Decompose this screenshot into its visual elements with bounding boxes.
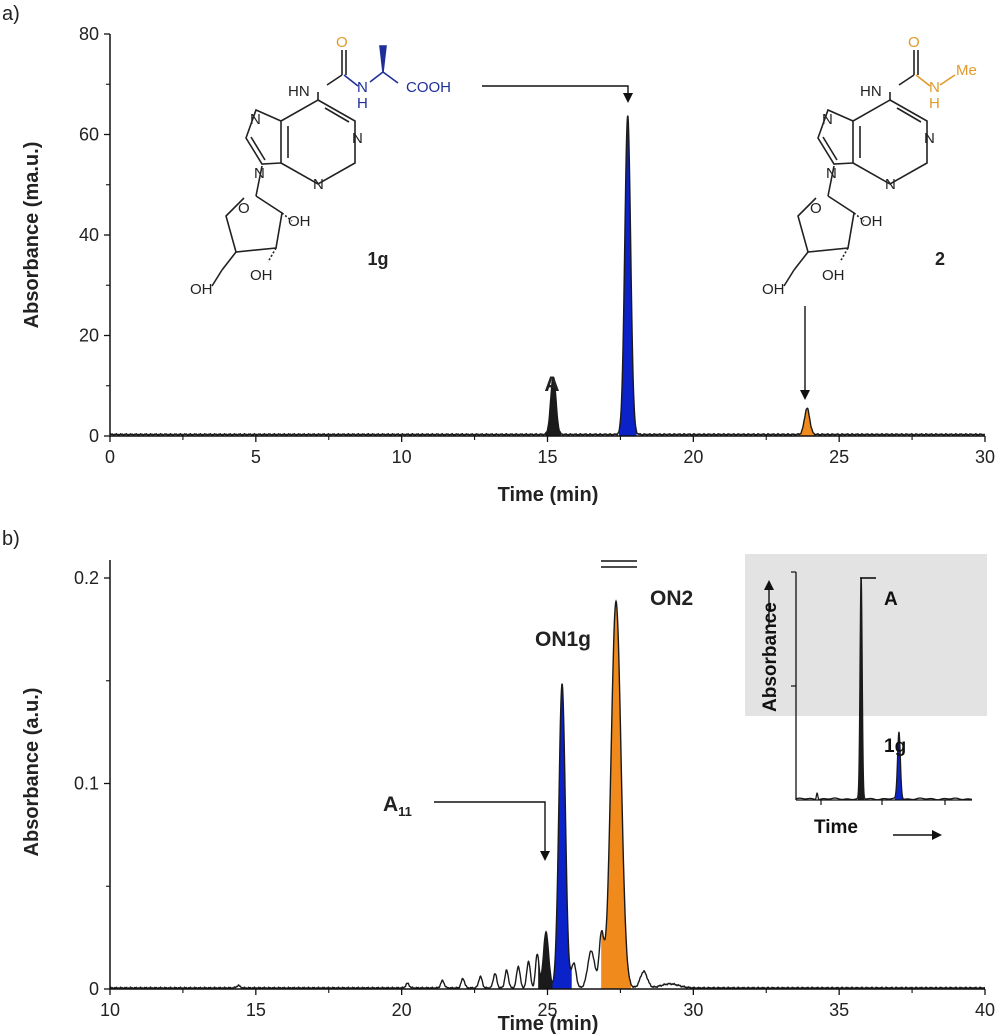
- panel-b-y-tick-label: 0: [89, 979, 99, 999]
- panel-b: b) 10 15 20 25 30 35 40 0 0.1 0.2 Time (min) Abso…: [2, 528, 995, 1035]
- panel-b-peak-label-ON2: ON2: [650, 587, 693, 610]
- panel-b-x-axis-title: Time (min): [498, 1013, 599, 1035]
- panel-b-x-tick-label: 10: [100, 1000, 120, 1020]
- structure-1g-h: H: [357, 95, 368, 112]
- structure-1g-oh-2: OH: [288, 213, 311, 230]
- inset-trace: [795, 577, 973, 801]
- a11-subscript: 11: [398, 804, 412, 819]
- structure-2-n-ring-1: N: [924, 130, 935, 147]
- panel-a-x-tick-label: 15: [537, 447, 557, 467]
- panel-a-y-tick-label: 80: [79, 24, 99, 44]
- panel-a-x-tick-label: 5: [251, 447, 261, 467]
- structure-2-oh-2: OH: [860, 213, 883, 230]
- structure-2-ring-o: O: [810, 200, 822, 217]
- inset-y-axis-title: Absorbance: [760, 602, 781, 712]
- structure-2-n-ring-3: N: [822, 111, 833, 128]
- panel-b-y-axis-title: Absorbance (a.u.): [21, 688, 43, 857]
- panel-a-x-tick-label: 25: [829, 447, 849, 467]
- structure-2: [783, 50, 956, 287]
- arrow-A11-to-peak: [434, 801, 550, 861]
- panel-b-peak-label-ON1g: ON1g: [535, 628, 591, 651]
- panel-a-ticks: 0 5 10 15 20 25 30 0 20 40 60 80: [79, 24, 995, 467]
- panel-a-x-axis-title: Time (min): [498, 484, 599, 506]
- structure-1g-hn: HN: [288, 83, 310, 100]
- structure-2-me: Me: [956, 62, 977, 79]
- inset-peak-label-A: A: [884, 589, 898, 610]
- panel-b-x-tick-label: 40: [975, 1000, 995, 1020]
- panel-b-x-tick-label: 35: [829, 1000, 849, 1020]
- structure-2-n-ring-4: N: [826, 165, 837, 182]
- panel-a-trace: [109, 115, 986, 437]
- panel-b-ticks: 10 15 20 25 30 35 40 0 0.1 0.2: [74, 568, 995, 1020]
- panel-b-y-tick-label: 0.2: [74, 568, 99, 588]
- arrow-1g-to-peak: [482, 85, 633, 103]
- panel-a-peak-label-A: A: [544, 373, 559, 396]
- panel-a-peaks: [545, 115, 815, 436]
- inset-chart: A 1g Time Absorbance: [745, 554, 987, 840]
- structure-2-h: H: [929, 95, 940, 112]
- structure-1g-n: N: [357, 79, 368, 96]
- panel-b-peak-fill-ON2: [601, 601, 631, 989]
- panel-b-label: b): [2, 528, 20, 550]
- panel-a-x-tick-label: 10: [392, 447, 412, 467]
- inset-background: [745, 554, 987, 716]
- compound-label-1g: 1g: [367, 249, 388, 269]
- panel-a-y-tick-label: 40: [79, 225, 99, 245]
- structure-1g-pyrimidine-ring: [280, 99, 356, 185]
- structure-1g-imidazole-ring: [245, 108, 282, 165]
- panel-b-y-tick-label: 0.1: [74, 774, 99, 794]
- structure-2-carbonyl-o: O: [908, 34, 920, 51]
- panel-a: a) 0 5 10 15 20 25 30 0 20 40 60 80 Time (min) Abso…: [2, 3, 995, 506]
- panel-a-x-tick-label: 0: [105, 447, 115, 467]
- structure-1g-n-ring-4: N: [254, 165, 265, 182]
- panel-a-label: a): [2, 3, 20, 25]
- structure-2-n: N: [929, 79, 940, 96]
- panel-a-x-tick-label: 30: [975, 447, 995, 467]
- structure-2-hn: HN: [860, 83, 882, 100]
- structure-2-n-ring-2: N: [885, 176, 896, 193]
- panel-a-y-axis-title: Absorbance (ma.u.): [21, 142, 43, 329]
- a11-base: A: [383, 793, 398, 816]
- structure-1g-oh-3: OH: [250, 267, 273, 284]
- structure-1g-oh-5: OH: [190, 281, 213, 298]
- structure-2-oh-5: OH: [762, 281, 785, 298]
- structure-2-oh-3: OH: [822, 267, 845, 284]
- panel-a-y-tick-label: 20: [79, 326, 99, 346]
- inset-peak-label-1g: 1g: [884, 736, 906, 757]
- panel-b-x-tick-label: 30: [683, 1000, 703, 1020]
- inset-x-axis-title: Time: [814, 817, 858, 838]
- structure-2-labels: HN O N H Me N N N N O OH OH OH 2: [762, 34, 977, 298]
- panel-b-x-tick-label: 15: [246, 1000, 266, 1020]
- compound-label-2: 2: [935, 249, 945, 269]
- panel-a-y-tick-label: 60: [79, 125, 99, 145]
- panel-a-x-tick-label: 20: [683, 447, 703, 467]
- panel-b-peaks: [538, 601, 631, 989]
- panel-b-x-tick-label: 25: [537, 1000, 557, 1020]
- panel-a-peak-fill-2: [799, 408, 815, 436]
- structure-1g-n-ring-1: N: [352, 130, 363, 147]
- panel-b-peak-label-A11: A11: [383, 793, 412, 819]
- structure-1g-n-ring-3: N: [250, 111, 261, 128]
- panel-a-y-tick-label: 0: [89, 426, 99, 446]
- structure-1g-cooh: COOH: [406, 79, 451, 96]
- structure-1g-carbonyl-o: O: [336, 34, 348, 51]
- structure-1g-ring-o: O: [238, 200, 250, 217]
- panel-b-x-tick-label: 20: [392, 1000, 412, 1020]
- structure-1g-n-ring-2: N: [313, 176, 324, 193]
- structure-1g: [211, 45, 399, 287]
- structure-1g-labels: HN O N H COOH N N N N O OH OH OH 1g: [190, 34, 451, 298]
